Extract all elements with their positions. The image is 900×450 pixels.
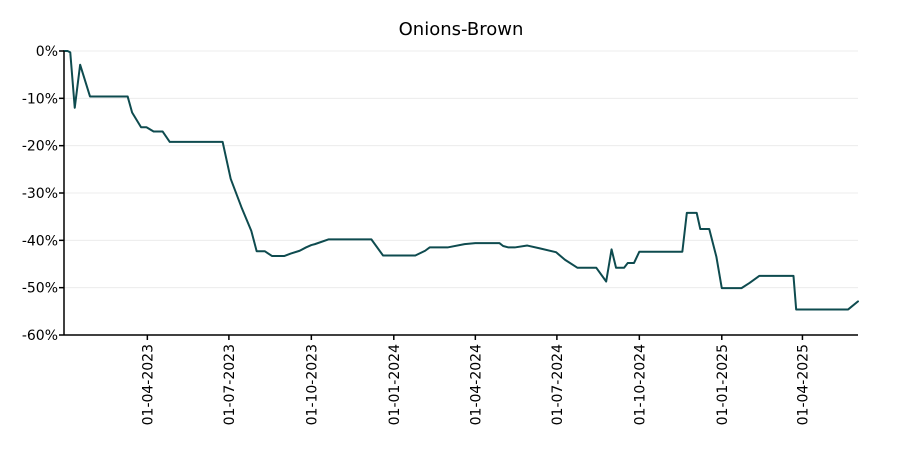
x-tick-label: 01-07-2023 (222, 344, 238, 425)
series-layer (63, 50, 859, 311)
y-axis-ticks: 0% -10% -20% -30% -40% -50% -60% (22, 44, 64, 344)
series-line (63, 50, 859, 311)
y-tick-label: 0% (36, 44, 58, 60)
y-tick-label: -30% (22, 186, 58, 202)
y-tick-label: -60% (22, 328, 58, 344)
chart-title: Onions-Brown (399, 19, 524, 40)
x-tick-label: 01-10-2024 (632, 344, 648, 425)
x-axis-ticks: 01-04-2023 01-07-2023 01-10-2023 01-01-2024… (140, 335, 811, 425)
x-tick-label: 01-04-2024 (468, 344, 484, 425)
y-tick-label: -50% (22, 281, 58, 297)
x-tick-label: 01-04-2025 (795, 344, 811, 425)
x-tick-label: 01-01-2024 (387, 344, 403, 425)
y-tick-label: -40% (22, 233, 58, 249)
grid-lines (64, 50, 858, 289)
x-tick-label: 01-07-2024 (550, 344, 566, 425)
y-tick-label: -20% (22, 139, 58, 155)
x-tick-label: 01-01-2025 (715, 344, 731, 425)
x-tick-label: 01-10-2023 (304, 344, 320, 425)
y-tick-label: -10% (22, 91, 58, 107)
x-tick-label: 01-04-2023 (140, 344, 156, 425)
